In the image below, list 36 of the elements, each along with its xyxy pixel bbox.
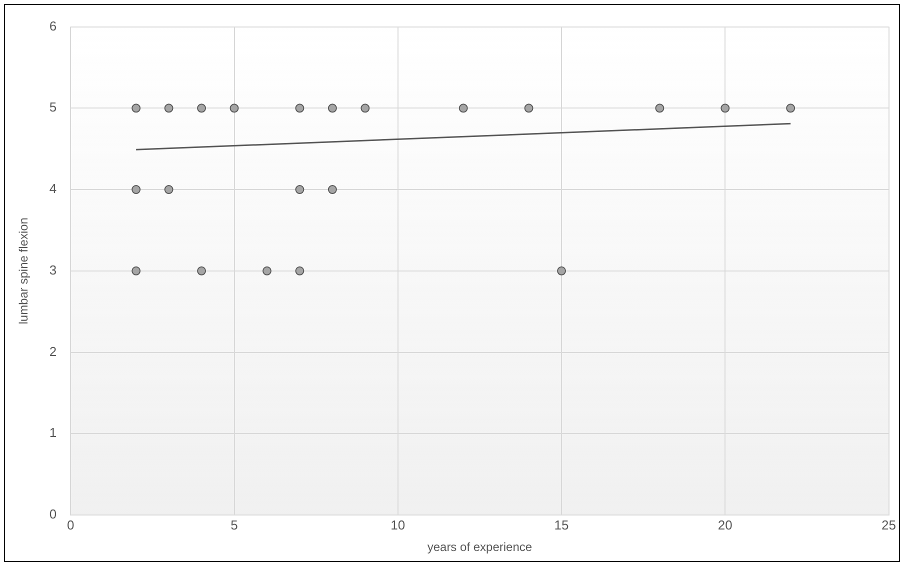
- point: [328, 104, 337, 113]
- point: [295, 185, 304, 194]
- y-tick-label: 2: [49, 344, 57, 359]
- y-axis-title: lumbar spine flexion: [16, 218, 31, 324]
- x-tick-label: 25: [882, 517, 896, 532]
- x-tick-label: 15: [554, 517, 569, 532]
- point: [328, 185, 337, 194]
- x-axis-title: years of experience: [427, 540, 532, 554]
- y-tick-label: 3: [49, 262, 57, 278]
- x-tick-label: 0: [67, 517, 74, 532]
- y-tick-label: 6: [49, 18, 57, 34]
- point: [458, 104, 468, 113]
- point: [557, 266, 566, 276]
- x-tick-label: 20: [718, 517, 732, 532]
- y-tick-label: 4: [49, 181, 57, 196]
- point: [132, 185, 141, 194]
- point: [197, 266, 206, 276]
- x-tick-label: 10: [390, 517, 406, 532]
- point: [164, 104, 174, 113]
- point: [164, 185, 174, 194]
- point: [786, 104, 796, 113]
- point: [720, 104, 730, 113]
- point: [524, 104, 534, 113]
- point: [295, 266, 304, 276]
- point: [132, 104, 141, 113]
- y-tick-label: 5: [49, 100, 57, 115]
- x-tick-label: 5: [230, 517, 238, 532]
- point: [197, 104, 206, 113]
- y-tick-label: 0: [49, 506, 57, 522]
- y-tick-label: 1: [49, 425, 57, 440]
- point: [655, 104, 664, 113]
- point: [360, 104, 370, 113]
- point: [230, 104, 239, 113]
- point: [132, 266, 141, 276]
- point: [295, 104, 304, 113]
- point: [262, 266, 272, 276]
